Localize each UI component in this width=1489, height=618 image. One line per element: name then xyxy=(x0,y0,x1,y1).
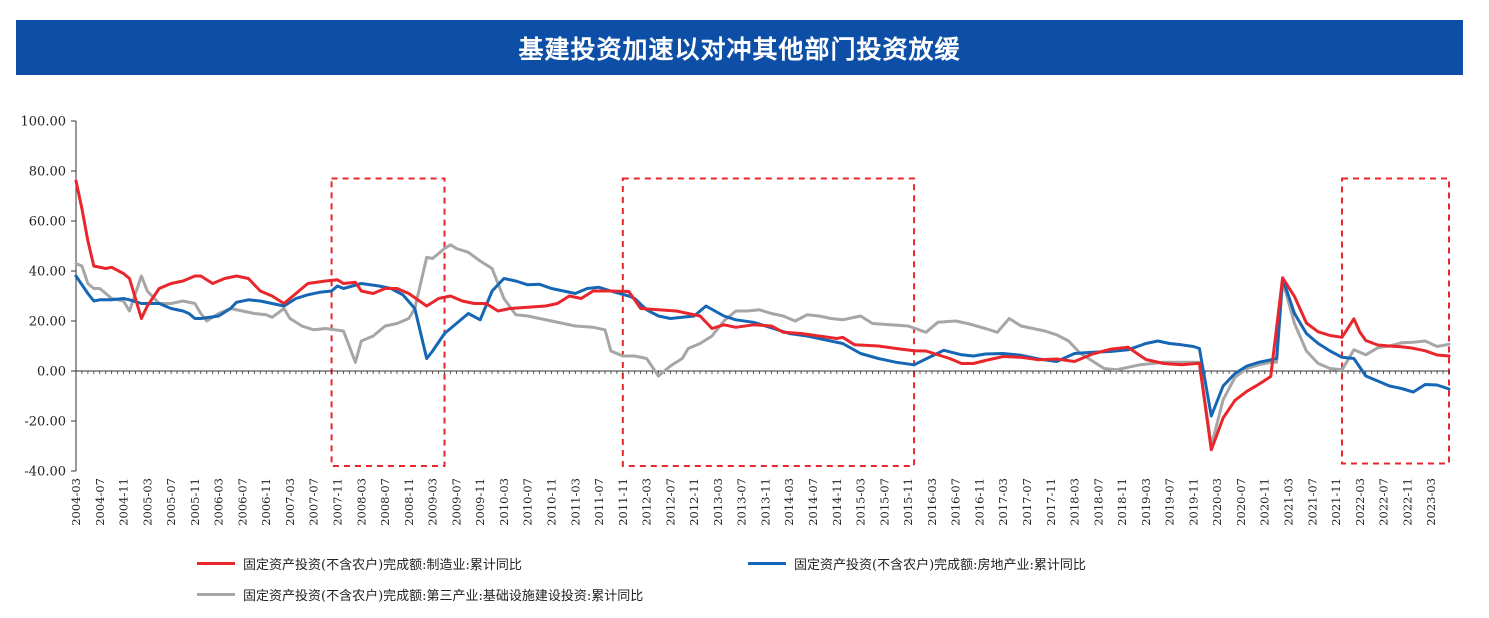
highlight-box xyxy=(1341,177,1450,465)
series-line-infrastructure xyxy=(74,243,1451,448)
x-tick-label: 2022-11 xyxy=(1400,478,1414,526)
legend-item-real-estate: 固定资产投资(不含农户)完成额:房地产业:累计同比 xyxy=(748,553,1086,573)
x-tick-label: 2023-03 xyxy=(1424,478,1438,526)
x-tick-label: 2009-03 xyxy=(426,478,440,526)
x-tick-label: 2011-11 xyxy=(616,478,630,526)
legend-swatch-infrastructure xyxy=(197,592,235,596)
y-tick-label: 60.00 xyxy=(29,215,66,230)
x-tick-label: 2004-11 xyxy=(117,478,131,526)
highlight-box xyxy=(330,177,446,467)
axes xyxy=(75,121,1449,471)
y-tick-label: 40.00 xyxy=(29,265,66,280)
legend-item-manufacturing: 固定资产投资(不含农户)完成额:制造业:累计同比 xyxy=(197,553,522,573)
x-tick-label: 2005-11 xyxy=(188,478,202,526)
highlight-boxes xyxy=(330,177,1450,467)
y-tick-label: 100.00 xyxy=(21,115,67,130)
x-tick-label: 2007-11 xyxy=(331,478,345,526)
x-tick-label: 2019-03 xyxy=(1139,478,1153,526)
x-tick-label: 2010-11 xyxy=(544,478,558,526)
title-banner: 基建投资加速以对冲其他部门投资放缓 xyxy=(16,20,1463,75)
x-tick-label: 2017-11 xyxy=(1044,478,1058,526)
x-tick-label: 2006-11 xyxy=(259,478,273,526)
x-tick-label: 2014-07 xyxy=(806,478,820,526)
x-tick-label: 2018-11 xyxy=(1115,478,1129,526)
x-tick-label: 2012-11 xyxy=(687,478,701,526)
x-tick-label: 2009-07 xyxy=(449,478,463,526)
legend-label-infrastructure: 固定资产投资(不含农户)完成额:第三产业:基础设施建设投资:累计同比 xyxy=(243,588,644,604)
x-tick-label: 2020-11 xyxy=(1258,478,1272,526)
x-tick-label: 2013-07 xyxy=(735,478,749,526)
y-axis-ticks: 100.00 80.00 60.00 40.00 20.00 0.00 -20.00 -40.… xyxy=(21,115,76,480)
chart-title: 基建投资加速以对冲其他部门投资放缓 xyxy=(518,34,961,64)
x-tick-label: 2012-07 xyxy=(663,478,677,526)
series-line-real-estate xyxy=(74,274,1451,418)
x-tick-label: 2006-07 xyxy=(235,478,249,526)
x-tick-label: 2010-07 xyxy=(521,478,535,526)
x-tick-label: 2016-11 xyxy=(972,478,986,526)
x-tick-label: 2012-03 xyxy=(640,478,654,526)
legend-label-real-estate: 固定资产投资(不含农户)完成额:房地产业:累计同比 xyxy=(794,557,1086,573)
x-tick-label: 2022-07 xyxy=(1377,478,1391,526)
x-tick-label: 2011-07 xyxy=(592,478,606,526)
x-tick-label: 2019-07 xyxy=(1163,478,1177,526)
x-tick-label: 2021-11 xyxy=(1329,478,1343,526)
x-tick-label: 2008-11 xyxy=(402,478,416,526)
x-tick-label: 2022-03 xyxy=(1353,478,1367,526)
x-tick-label: 2014-03 xyxy=(782,478,796,526)
x-tick-label: 2010-03 xyxy=(497,478,511,526)
x-tick-label: 2005-03 xyxy=(140,478,154,526)
legend-swatch-real-estate xyxy=(748,561,786,565)
x-tick-label: 2013-11 xyxy=(758,478,772,526)
x-tick-label: 2014-11 xyxy=(830,478,844,526)
y-tick-label: 80.00 xyxy=(29,165,66,180)
x-tick-label: 2021-03 xyxy=(1282,478,1296,526)
y-tick-label: 0.00 xyxy=(37,365,66,380)
legend-swatch-manufacturing xyxy=(197,561,235,565)
x-tick-label: 2017-07 xyxy=(1020,478,1034,526)
x-tick-label: 2017-03 xyxy=(996,478,1010,526)
x-tick-label: 2016-07 xyxy=(949,478,963,526)
series-lines xyxy=(74,179,1451,452)
x-tick-label: 2004-07 xyxy=(93,478,107,526)
x-tick-label: 2016-03 xyxy=(925,478,939,526)
x-tick-label: 2021-07 xyxy=(1305,478,1319,526)
x-tick-label: 2006-03 xyxy=(212,478,226,526)
y-tick-label: 20.00 xyxy=(29,315,66,330)
series-line-manufacturing xyxy=(74,179,1451,452)
x-tick-label: 2020-03 xyxy=(1210,478,1224,526)
legend-label-manufacturing: 固定资产投资(不含农户)完成额:制造业:累计同比 xyxy=(243,557,522,573)
x-tick-label: 2007-07 xyxy=(307,478,321,526)
x-tick-label: 2019-11 xyxy=(1186,478,1200,526)
x-tick-label: 2004-03 xyxy=(69,478,83,526)
x-tick-label: 2013-03 xyxy=(711,478,725,526)
x-tick-label: 2015-03 xyxy=(854,478,868,526)
x-tick-label: 2015-07 xyxy=(877,478,891,526)
x-tick-label: 2008-07 xyxy=(378,478,392,526)
x-tick-label: 2008-03 xyxy=(354,478,368,526)
x-tick-label: 2011-03 xyxy=(568,478,582,526)
highlight-box xyxy=(621,177,916,467)
x-axis-ticks: 2004-03 2004-07 2004-11 2005-03 2005-07 2005-… xyxy=(69,371,1450,526)
x-tick-label: 2018-03 xyxy=(1068,478,1082,526)
legend-item-infrastructure: 固定资产投资(不含农户)完成额:第三产业:基础设施建设投资:累计同比 xyxy=(197,584,643,604)
x-tick-label: 2020-07 xyxy=(1234,478,1248,526)
x-tick-label: 2005-07 xyxy=(164,478,178,526)
x-tick-label: 2009-11 xyxy=(473,478,487,526)
x-tick-label: 2015-11 xyxy=(901,478,915,526)
x-tick-label: 2007-03 xyxy=(283,478,297,526)
y-tick-label: -20.00 xyxy=(24,415,66,430)
y-tick-label: -40.00 xyxy=(24,465,66,480)
x-tick-label: 2018-07 xyxy=(1091,478,1105,526)
